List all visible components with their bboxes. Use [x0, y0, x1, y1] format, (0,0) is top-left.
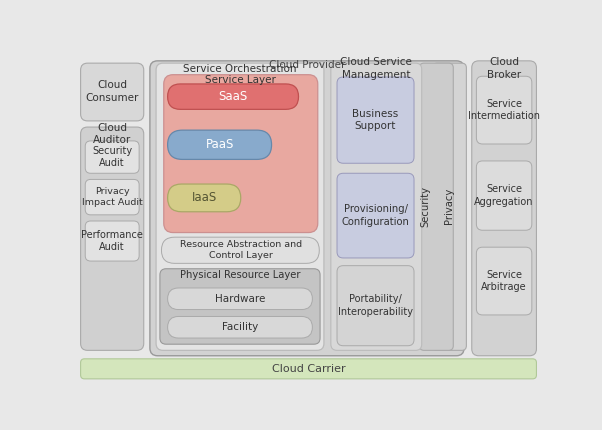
- FancyBboxPatch shape: [161, 237, 319, 263]
- FancyBboxPatch shape: [420, 63, 453, 350]
- FancyBboxPatch shape: [167, 184, 241, 212]
- Text: Security
Audit: Security Audit: [92, 146, 132, 168]
- FancyBboxPatch shape: [85, 221, 139, 261]
- Text: Cloud
Consumer: Cloud Consumer: [85, 80, 139, 103]
- FancyBboxPatch shape: [476, 76, 532, 144]
- Text: Hardware: Hardware: [215, 294, 265, 304]
- FancyBboxPatch shape: [167, 288, 312, 310]
- FancyBboxPatch shape: [81, 359, 536, 379]
- FancyBboxPatch shape: [432, 63, 467, 350]
- FancyBboxPatch shape: [476, 247, 532, 315]
- FancyBboxPatch shape: [167, 84, 299, 109]
- FancyBboxPatch shape: [85, 179, 139, 215]
- Text: Provisioning/
Configuration: Provisioning/ Configuration: [341, 204, 409, 227]
- FancyBboxPatch shape: [81, 127, 144, 350]
- Text: Privacy: Privacy: [444, 188, 455, 224]
- FancyBboxPatch shape: [167, 316, 312, 338]
- FancyBboxPatch shape: [85, 141, 139, 173]
- FancyBboxPatch shape: [81, 63, 144, 121]
- Text: Service Layer: Service Layer: [205, 75, 276, 85]
- Text: IaaS: IaaS: [192, 191, 217, 204]
- Text: SaaS: SaaS: [219, 90, 247, 103]
- FancyBboxPatch shape: [331, 63, 422, 350]
- FancyBboxPatch shape: [160, 269, 320, 344]
- Text: Service
Intermediation: Service Intermediation: [468, 99, 540, 121]
- FancyBboxPatch shape: [164, 75, 318, 233]
- Text: Cloud Service
Management: Cloud Service Management: [340, 57, 412, 80]
- FancyBboxPatch shape: [472, 61, 536, 356]
- FancyBboxPatch shape: [337, 266, 414, 346]
- Text: Privacy
Impact Audit: Privacy Impact Audit: [82, 187, 143, 207]
- Text: Facility: Facility: [222, 322, 258, 332]
- Text: Resource Abstraction and
Control Layer: Resource Abstraction and Control Layer: [180, 240, 302, 260]
- FancyBboxPatch shape: [476, 161, 532, 230]
- Text: Cloud Carrier: Cloud Carrier: [272, 364, 346, 374]
- Text: Service
Arbitrage: Service Arbitrage: [481, 270, 527, 292]
- Text: PaaS: PaaS: [206, 138, 234, 151]
- Text: Cloud Provider: Cloud Provider: [269, 60, 345, 70]
- Text: Performance
Audit: Performance Audit: [81, 230, 143, 252]
- Text: Service Orchestration: Service Orchestration: [183, 64, 297, 74]
- FancyBboxPatch shape: [337, 173, 414, 258]
- FancyBboxPatch shape: [150, 61, 464, 356]
- Text: Service
Aggregation: Service Aggregation: [474, 184, 534, 207]
- Text: Business
Support: Business Support: [352, 109, 399, 131]
- Text: Cloud
Auditor: Cloud Auditor: [93, 123, 131, 145]
- Text: Cloud
Broker: Cloud Broker: [487, 57, 521, 80]
- Text: Physical Resource Layer: Physical Resource Layer: [180, 270, 300, 280]
- Text: Portability/
Interoperability: Portability/ Interoperability: [338, 295, 413, 317]
- FancyBboxPatch shape: [167, 130, 272, 160]
- FancyBboxPatch shape: [337, 77, 414, 163]
- FancyBboxPatch shape: [156, 63, 324, 350]
- Text: Security: Security: [421, 186, 430, 227]
